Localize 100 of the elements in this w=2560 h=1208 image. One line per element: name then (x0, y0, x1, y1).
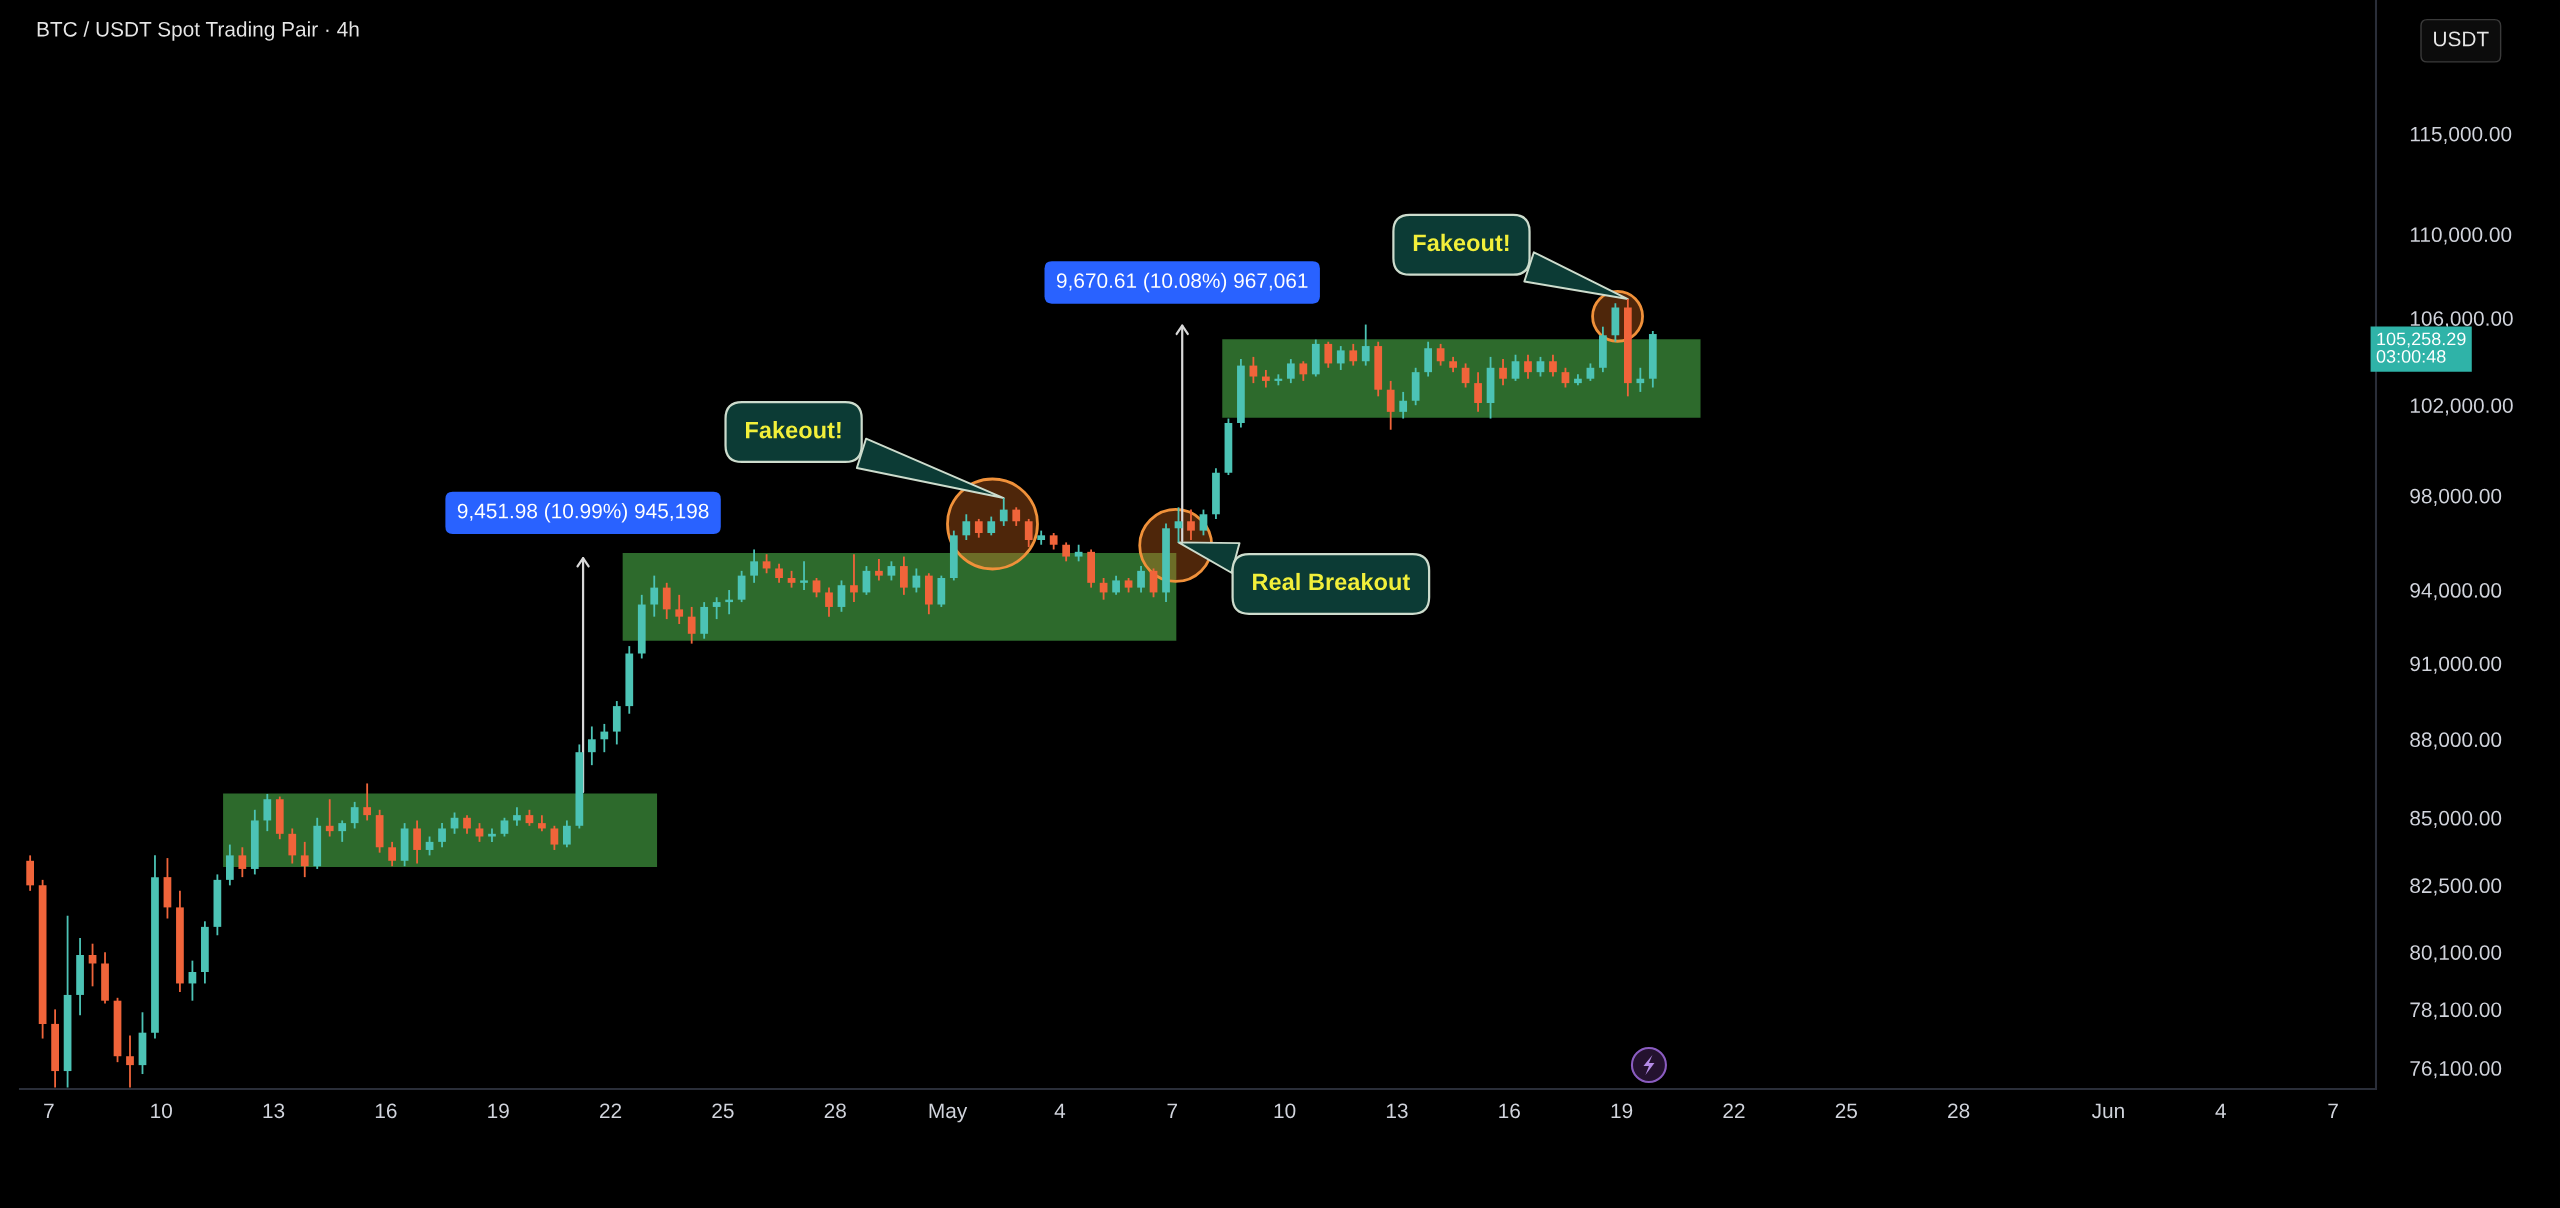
candlestick (825, 586, 833, 618)
candlestick (1636, 366, 1645, 393)
annotation: 9,451.98 (10.99%) 945,198 (457, 503, 709, 523)
x-tick-label: 13 (1386, 1103, 1408, 1119)
candlestick (850, 553, 858, 604)
candlestick (775, 562, 783, 584)
candlestick (662, 581, 671, 621)
candlestick (363, 782, 372, 822)
candlestick (1199, 508, 1208, 537)
candlestick (1536, 355, 1545, 378)
x-tick-label: 19 (1611, 1103, 1633, 1119)
candlestick (1349, 343, 1358, 367)
candlestick (1112, 574, 1120, 596)
x-tick-label: 7 (1167, 1103, 1177, 1118)
x-tick-label: 25 (712, 1103, 734, 1119)
candlestick (1286, 358, 1295, 385)
candlestick (1399, 391, 1408, 420)
candlestick (900, 555, 908, 596)
candlestick (513, 806, 521, 827)
candlestick (126, 1034, 134, 1089)
x-tick-label: 28 (1948, 1103, 1970, 1119)
candlestick (1324, 340, 1333, 369)
annotation: Fakeout! (746, 421, 841, 439)
candlestick (712, 596, 721, 621)
annotation: Real Breakout (1253, 572, 1410, 591)
candlestick (987, 515, 996, 537)
x-tick-label: 7 (44, 1103, 54, 1118)
candlestick (488, 827, 496, 843)
candlestick (288, 827, 297, 865)
y-tick-label: 88,000.00 (2410, 732, 2502, 750)
candlestick (650, 574, 659, 618)
text: BTC / USDT Spot Trading Pair · 4h (37, 21, 359, 41)
y-tick-label: 82,500.00 (2410, 878, 2502, 896)
candlestick (263, 793, 272, 833)
candlestick (999, 497, 1008, 527)
candlestick (300, 840, 309, 879)
candlestick (687, 606, 696, 645)
x-tick-label: 13 (263, 1103, 285, 1119)
x-tick-label: 7 (2328, 1103, 2338, 1118)
candlestick (600, 723, 609, 754)
candlestick (550, 824, 559, 851)
candlestick (587, 725, 596, 767)
candlestick (1436, 343, 1445, 367)
candlestick (1062, 541, 1071, 563)
candlestick (1187, 508, 1195, 541)
candlestick (1137, 565, 1145, 594)
candlestick (912, 567, 921, 594)
candlestick (1524, 353, 1532, 380)
y-axis-title: USDT (2434, 31, 2489, 47)
candlestick (1024, 518, 1033, 549)
y-tick-label: 94,000.00 (2410, 583, 2502, 601)
x-tick-label: 19 (488, 1103, 509, 1119)
y-tick-label: 85,000.00 (2410, 810, 2502, 828)
x-tick-label: 22 (600, 1103, 622, 1118)
x-tick-label: 10 (151, 1103, 172, 1119)
x-tick-label: May (929, 1103, 968, 1123)
x-tick-label: 4 (2215, 1103, 2226, 1118)
y-tick-label: 91,000.00 (2410, 656, 2502, 674)
y-tick-label: 106,000.00 (2410, 311, 2513, 329)
y-tick-label: 102,000.00 (2410, 398, 2513, 416)
candlestick (1299, 360, 1308, 382)
candlestick (1336, 345, 1345, 371)
x-tick-label: 10 (1274, 1103, 1296, 1119)
candlestick (563, 819, 571, 849)
candlestick (1511, 353, 1520, 382)
candlestick (1386, 380, 1395, 431)
y-tick-label: 80,100.00 (2410, 945, 2502, 963)
candlestick (350, 800, 359, 830)
candlestick (238, 846, 247, 879)
candlestick (887, 560, 896, 582)
x-tick-label: 4 (1054, 1103, 1066, 1118)
candlestick (438, 822, 446, 849)
candlestick (1561, 366, 1570, 389)
candlestick (1012, 506, 1021, 527)
x-tick-label: 16 (1499, 1103, 1520, 1119)
candlestick (750, 548, 758, 584)
candlestick (837, 579, 846, 613)
candlestick (1549, 353, 1557, 378)
candlestick (962, 513, 971, 541)
candlestick (675, 593, 684, 625)
candlestick (338, 819, 347, 843)
text: 105,258.29 03:00:48 (2376, 332, 2466, 363)
candlestick (388, 840, 396, 868)
x-tick-label: 25 (1835, 1103, 1857, 1119)
candlestick (1274, 373, 1283, 387)
x-tick-label: 28 (824, 1103, 846, 1119)
candlestick (1249, 355, 1258, 385)
candlestick (413, 819, 421, 865)
y-tick-label: 98,000.00 (2410, 488, 2502, 506)
annotation: 9,670.61 (10.08%) 967,061 (1056, 272, 1308, 293)
x-tick-label: Jun (2091, 1103, 2124, 1119)
candlestick (800, 560, 808, 591)
candlestick (812, 577, 821, 599)
candlestick (1361, 323, 1370, 367)
candlestick (1474, 371, 1482, 413)
y-tick-label: 110,000.00 (2410, 227, 2512, 245)
candlestick (475, 822, 484, 843)
y-tick-label: 78,100.00 (2410, 1002, 2502, 1020)
candlestick (1424, 340, 1433, 378)
candlestick (325, 798, 334, 838)
